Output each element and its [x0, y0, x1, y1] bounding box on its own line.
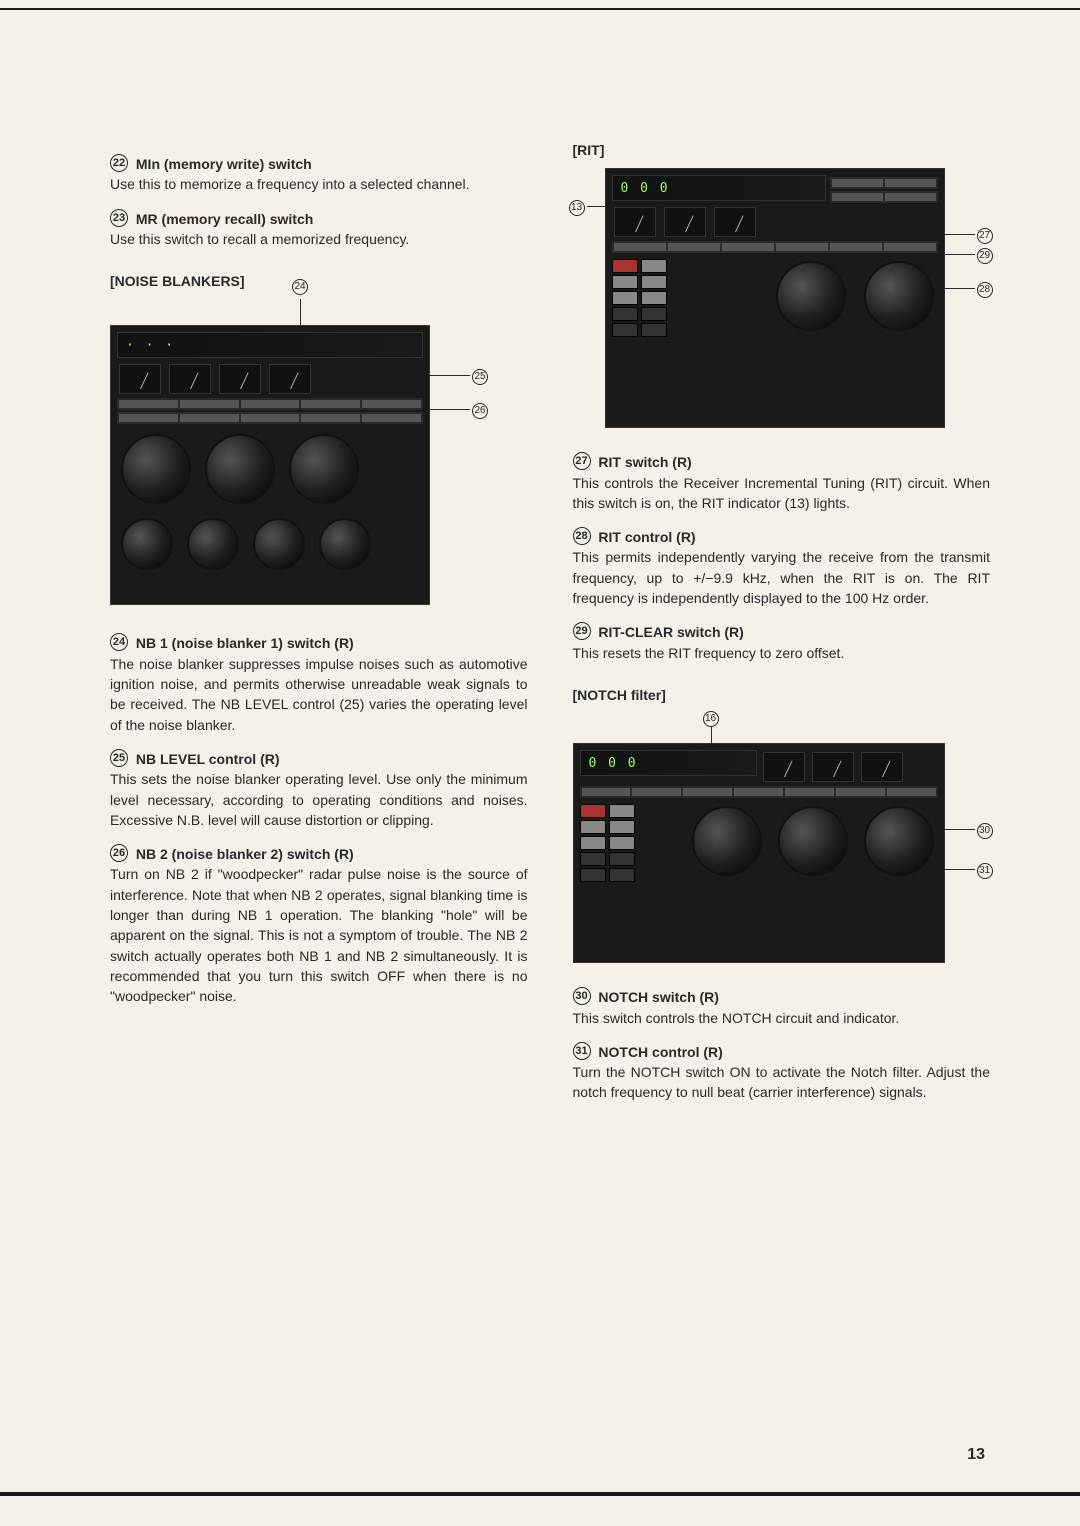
item-26-heading: 26 NB 2 (noise blanker 2) switch (R) [110, 844, 528, 864]
figure-notch: 16 0 0 0 [573, 713, 991, 973]
figure-rit: 13 0 0 0 [573, 168, 991, 438]
section-noise-blankers: [NOISE BLANKERS] [110, 271, 528, 291]
bottom-rule [0, 1492, 1080, 1496]
item-29-num: 29 [573, 622, 591, 640]
callout-31: 31 [977, 861, 993, 879]
item-30-heading: 30 NOTCH switch (R) [573, 987, 991, 1007]
item-28-title: RIT control (R) [598, 529, 695, 545]
item-22-text: Use this to memorize a frequency into a … [110, 174, 528, 194]
item-23-title: MR (memory recall) switch [136, 211, 313, 227]
callout-line [945, 869, 975, 870]
callout-27: 27 [977, 226, 993, 244]
callout-line [945, 829, 975, 830]
item-30-title: NOTCH switch (R) [598, 989, 719, 1005]
item-31-title: NOTCH control (R) [598, 1044, 722, 1060]
callout-line [945, 254, 975, 255]
item-25-num: 25 [110, 749, 128, 767]
item-23-heading: 23 MR (memory recall) switch [110, 209, 528, 229]
item-27-heading: 27 RIT switch (R) [573, 452, 991, 472]
item-28-num: 28 [573, 527, 591, 545]
callout-30: 30 [977, 821, 993, 839]
item-24-title: NB 1 (noise blanker 1) switch (R) [136, 635, 354, 651]
callout-16: 16 [703, 709, 719, 727]
callout-line [300, 299, 301, 325]
item-22-heading: 22 MIn (memory write) switch [110, 154, 528, 174]
item-26-title: NB 2 (noise blanker 2) switch (R) [136, 846, 354, 862]
item-29-title: RIT-CLEAR switch (R) [598, 624, 743, 640]
callout-26: 26 [472, 401, 488, 419]
item-22-title: MIn (memory write) switch [136, 156, 312, 172]
item-30-text: This switch controls the NOTCH circuit a… [573, 1008, 991, 1028]
item-27-text: This controls the Receiver Incremental T… [573, 473, 991, 514]
item-25-heading: 25 NB LEVEL control (R) [110, 749, 528, 769]
left-column: 22 MIn (memory write) switch Use this to… [110, 140, 528, 1103]
item-29-text: This resets the RIT frequency to zero of… [573, 643, 991, 663]
item-25-title: NB LEVEL control (R) [136, 751, 280, 767]
item-26-text: Turn on NB 2 if "woodpecker" radar pulse… [110, 864, 528, 1006]
item-29-heading: 29 RIT-CLEAR switch (R) [573, 622, 991, 642]
item-24-text: The noise blanker suppresses impulse noi… [110, 654, 528, 735]
top-rule [0, 8, 1080, 10]
callout-line [945, 234, 975, 235]
item-23-num: 23 [110, 209, 128, 227]
item-31-heading: 31 NOTCH control (R) [573, 1042, 991, 1062]
content-columns: 22 MIn (memory write) switch Use this to… [110, 140, 990, 1103]
item-27-num: 27 [573, 452, 591, 470]
item-28-heading: 28 RIT control (R) [573, 527, 991, 547]
section-rit: [RIT] [573, 140, 991, 160]
item-26-num: 26 [110, 844, 128, 862]
callout-25: 25 [472, 367, 488, 385]
right-column: [RIT] 13 0 0 0 [573, 140, 991, 1103]
callout-29: 29 [977, 246, 993, 264]
callout-line [945, 288, 975, 289]
page-number: 13 [967, 1443, 985, 1466]
callout-13: 13 [569, 198, 585, 216]
section-notch: [NOTCH filter] [573, 685, 991, 705]
item-22-num: 22 [110, 154, 128, 172]
item-31-text: Turn the NOTCH switch ON to activate the… [573, 1062, 991, 1103]
callout-24: 24 [292, 277, 308, 295]
callout-line [430, 409, 470, 410]
item-31-num: 31 [573, 1042, 591, 1060]
item-23-text: Use this switch to recall a memorized fr… [110, 229, 528, 249]
item-25-text: This sets the noise blanker operating le… [110, 769, 528, 830]
item-30-num: 30 [573, 987, 591, 1005]
item-24-num: 24 [110, 633, 128, 651]
callout-line [430, 375, 470, 376]
item-27-title: RIT switch (R) [598, 454, 691, 470]
callout-28: 28 [977, 280, 993, 298]
item-28-text: This permits independently varying the r… [573, 547, 991, 608]
panel-photo: 0 0 0 [605, 168, 945, 428]
callout-line [711, 727, 712, 743]
callout-line [587, 206, 605, 207]
item-24-heading: 24 NB 1 (noise blanker 1) switch (R) [110, 633, 528, 653]
panel-photo: 0 0 0 [573, 743, 945, 963]
figure-noise-blankers: 24 · · · 2 [110, 299, 528, 619]
panel-photo: · · · [110, 325, 430, 605]
